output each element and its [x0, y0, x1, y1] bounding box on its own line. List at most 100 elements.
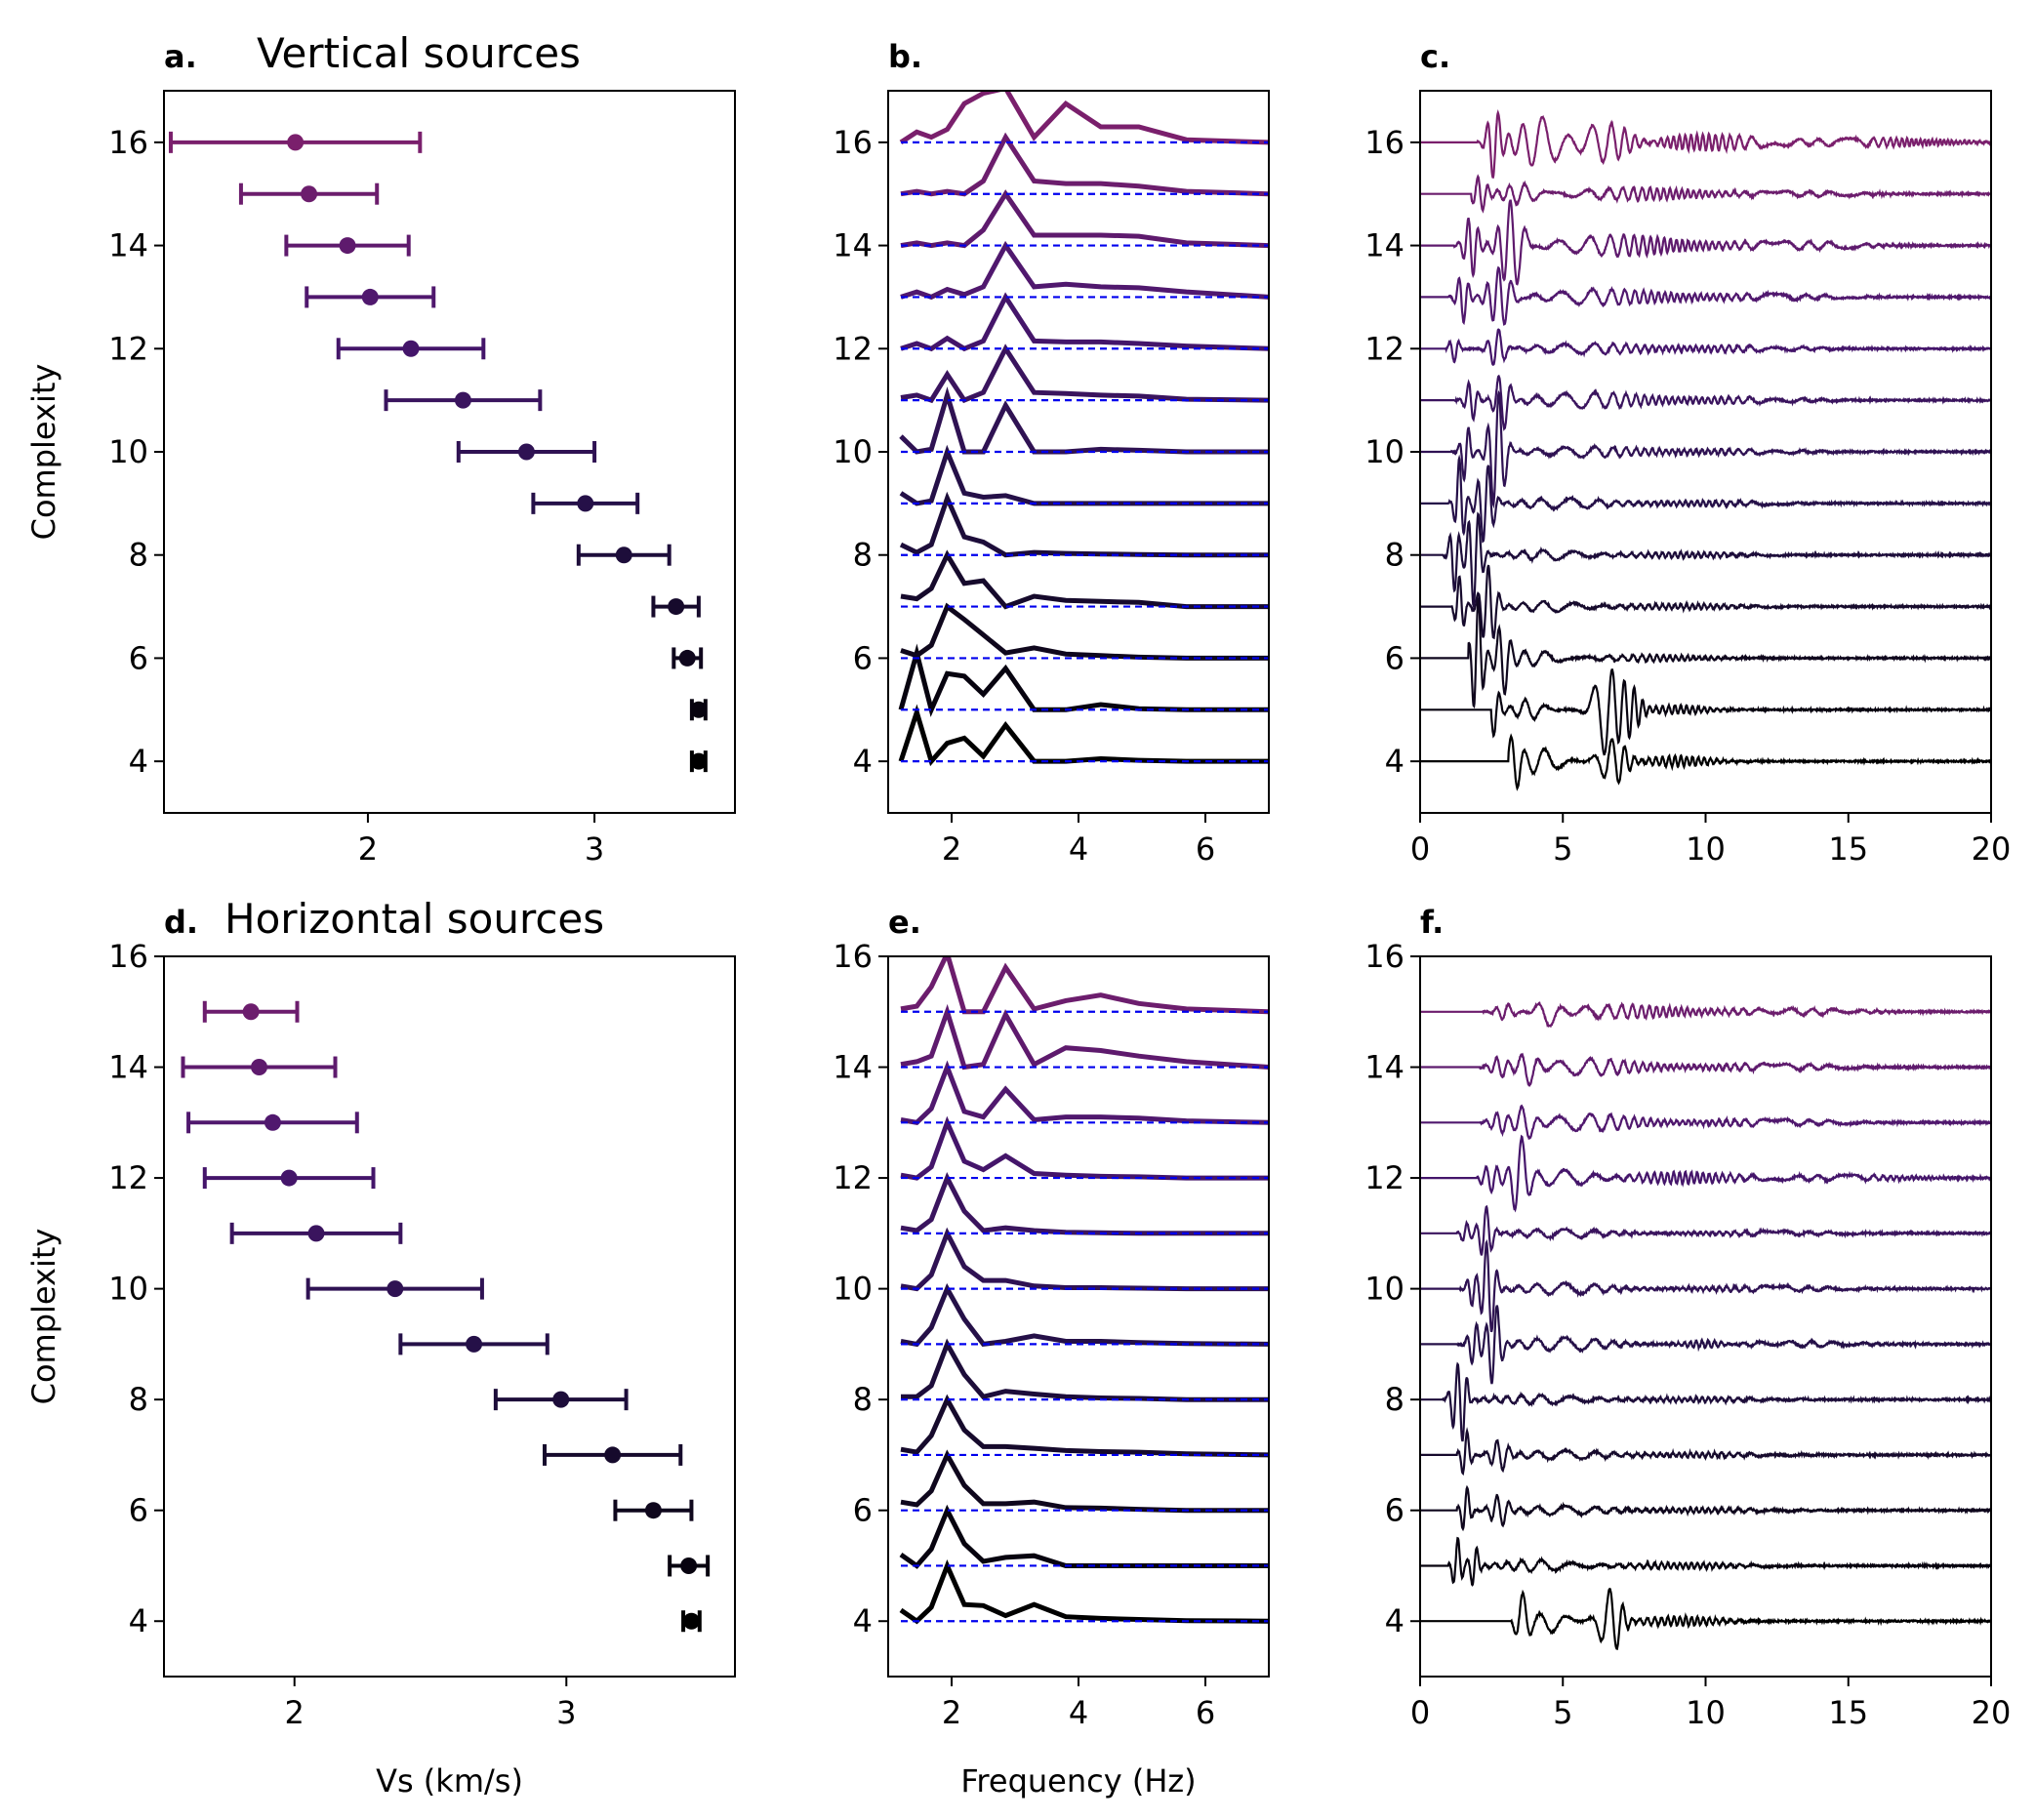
- spectrum-line: [900, 1171, 1269, 1236]
- data-point: [680, 1557, 698, 1574]
- y-tick-label: 8: [853, 1381, 873, 1418]
- panel-label: b.: [888, 38, 922, 75]
- waveform-trace: [1420, 1361, 1991, 1442]
- data-point: [678, 649, 696, 667]
- waveform-trace: [1420, 199, 1991, 286]
- panel-label: d.: [164, 904, 198, 941]
- spectrum-line: [900, 292, 1269, 352]
- y-tick-label: 12: [1364, 1159, 1404, 1196]
- axes-frame: [887, 90, 1270, 814]
- data-point: [615, 546, 632, 564]
- y-tick-label: 6: [1385, 1492, 1404, 1529]
- waveform-trace: [1420, 668, 1991, 756]
- spectrum-line: [900, 549, 1269, 610]
- axes-frame: [1419, 955, 1992, 1678]
- x-tick-label: 2: [942, 1694, 961, 1731]
- data-point: [242, 1003, 260, 1021]
- data-point: [517, 443, 535, 461]
- panel-label: e.: [888, 904, 921, 941]
- waveform-trace: [1420, 1000, 1991, 1029]
- x-axis-label: Vs (km/s): [376, 1762, 523, 1800]
- data-point: [454, 391, 471, 409]
- y-tick-label: 14: [1364, 227, 1404, 264]
- y-tick-label: 6: [129, 639, 148, 676]
- y-tick-label: 8: [1385, 1381, 1404, 1418]
- data-point: [264, 1113, 281, 1131]
- panel-e-horizontal-sources-spectra: 2 4 6 4 6 8 10 12 14 16 e. Frequency (Hz): [833, 904, 1270, 1800]
- y-tick-label: 10: [108, 1271, 148, 1308]
- x-tick-label: 20: [1972, 1694, 2012, 1731]
- y-tick-label: 6: [1385, 639, 1404, 676]
- waveform-trace: [1420, 1104, 1991, 1140]
- x-tick-label: 4: [1069, 830, 1088, 868]
- data-point: [307, 1225, 325, 1242]
- y-tick-label: 12: [108, 330, 148, 367]
- panel-f-horizontal-sources-waveforms: 0 5 10 15 20 4 6 8 10 12 14 16 f.: [1364, 904, 2011, 1731]
- x-tick-label: 0: [1410, 1694, 1430, 1731]
- y-tick-label: 10: [833, 433, 873, 470]
- spectrum-line: [901, 1338, 1269, 1402]
- waveform-trace: [1420, 1238, 1991, 1333]
- x-tick-label: 2: [942, 830, 961, 868]
- y-tick-label: 16: [1364, 124, 1404, 161]
- data-point: [644, 1502, 662, 1519]
- y-tick-label: 16: [833, 124, 873, 161]
- y-tick-label: 14: [833, 1049, 873, 1086]
- x-tick-label: 20: [1972, 830, 2012, 868]
- y-tick-label: 8: [1385, 537, 1404, 574]
- y-tick-label: 8: [129, 1381, 148, 1418]
- spectrum-line: [900, 956, 1269, 1015]
- data-point: [361, 288, 379, 305]
- y-axis-label: Complexity: [25, 364, 62, 541]
- waveform-trace: [1420, 1427, 1991, 1476]
- axes-frame: [887, 955, 1270, 1678]
- waveform-trace: [1420, 174, 1991, 214]
- y-tick-label: 6: [853, 1492, 873, 1529]
- x-tick-label: 0: [1410, 830, 1430, 868]
- x-tick-label: 6: [1196, 830, 1215, 868]
- y-tick-label: 16: [1364, 938, 1404, 975]
- data-point: [402, 340, 420, 357]
- y-tick-label: 12: [1364, 330, 1404, 367]
- y-tick-label: 4: [129, 1602, 148, 1639]
- y-tick-label: 4: [853, 1602, 873, 1639]
- waveform-trace: [1420, 1052, 1991, 1087]
- x-tick-label: 3: [585, 830, 604, 868]
- data-point: [668, 598, 685, 616]
- spectrum-line: [900, 240, 1269, 301]
- data-point: [690, 701, 708, 718]
- axes-frame: [1419, 90, 1992, 814]
- x-tick-label: 4: [1069, 1694, 1088, 1731]
- y-tick-label: 16: [108, 124, 148, 161]
- data-point: [280, 1169, 298, 1187]
- y-tick-label: 8: [129, 537, 148, 574]
- x-tick-label: 2: [358, 830, 378, 868]
- panel-label: c.: [1420, 38, 1450, 75]
- spectrum-line: [899, 491, 1269, 558]
- x-tick-label: 15: [1828, 1694, 1868, 1731]
- y-tick-label: 4: [853, 743, 873, 780]
- axes-frame: [163, 955, 736, 1678]
- x-tick-label: 2: [285, 1694, 305, 1731]
- data-point: [604, 1446, 622, 1464]
- spectrum-line: [898, 643, 1269, 717]
- data-point: [387, 1280, 404, 1298]
- waveform-trace: [1420, 1305, 1991, 1385]
- panel-title: Vertical sources: [257, 29, 581, 77]
- y-axis-label: Complexity: [25, 1229, 62, 1405]
- x-tick-label: 10: [1686, 830, 1726, 868]
- waveform-trace: [1420, 733, 1991, 791]
- panel-c-vertical-sources-waveforms: 0 5 10 15 20 4 6 8 10 12 14 16 c.: [1364, 38, 2011, 868]
- data-point: [690, 752, 708, 770]
- spectrum-line: [900, 1394, 1269, 1458]
- y-tick-label: 10: [1364, 433, 1404, 470]
- x-tick-label: 6: [1196, 1694, 1215, 1731]
- waveform-trace: [1420, 511, 1991, 610]
- data-point: [577, 495, 594, 512]
- spectrum-line: [899, 1504, 1269, 1569]
- x-tick-label: 10: [1686, 1694, 1726, 1731]
- spectrum-line: [899, 444, 1269, 506]
- y-tick-label: 4: [1385, 1602, 1404, 1639]
- data-point: [251, 1059, 267, 1076]
- spectrum-line: [899, 386, 1269, 455]
